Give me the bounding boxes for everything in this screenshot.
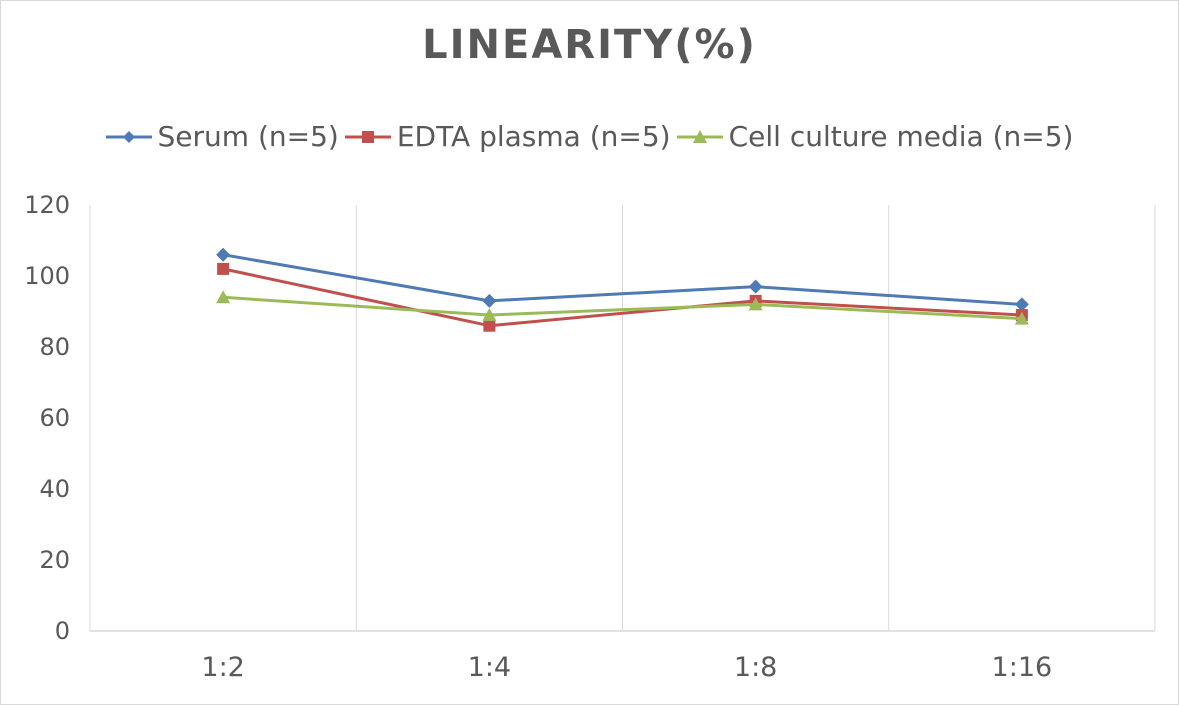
y-tick-label: 80 (39, 333, 70, 361)
data-point-cell-culture-media-n-5 (1014, 311, 1029, 325)
chart-legend: Serum (n=5) EDTA plasma (n=5) Cell cultu… (0, 120, 1179, 153)
y-tick-label: 60 (39, 404, 70, 432)
y-tick-label: 20 (39, 546, 70, 574)
legend-swatch-cell-culture-media (676, 127, 723, 147)
y-tick-label: 100 (24, 262, 70, 290)
data-point-serum-n-5 (1014, 297, 1029, 312)
legend-label-edta-plasma: EDTA plasma (n=5) (396, 120, 671, 153)
legend-label-serum: Serum (n=5) (157, 120, 339, 153)
data-point-cell-culture-media-n-5 (748, 297, 763, 311)
legend-label-cell-culture-media: Cell culture media (n=5) (728, 120, 1074, 153)
x-tick-label: 1:16 (992, 652, 1053, 683)
chart-title: LINEARITY(%) (422, 22, 757, 68)
legend-item-serum: Serum (n=5) (105, 120, 339, 153)
legend-swatch-edta-plasma (344, 127, 391, 147)
legend-swatch-serum (105, 127, 152, 147)
data-point-serum-n-5 (216, 247, 231, 262)
x-tick-label: 1:2 (201, 652, 244, 683)
data-point-serum-n-5 (482, 293, 497, 308)
series-line-cell-culture-media-n-5 (223, 295, 1022, 321)
y-tick-label: 120 (24, 191, 70, 219)
data-point-cell-culture-media-n-5 (216, 290, 231, 304)
y-tick-label: 0 (55, 617, 70, 645)
data-point-edta-plasma-n-5 (217, 262, 230, 275)
series-line-edta-plasma-n-5 (222, 267, 1022, 328)
legend-item-edta-plasma: EDTA plasma (n=5) (344, 120, 671, 153)
data-point-serum-n-5 (748, 279, 763, 294)
series-line-serum-n-5 (222, 253, 1022, 306)
legend-item-cell-culture-media: Cell culture media (n=5) (676, 120, 1074, 153)
x-tick-label: 1:8 (734, 652, 777, 683)
y-tick-label: 40 (39, 475, 70, 503)
data-point-edta-plasma-n-5 (483, 319, 496, 332)
x-tick-label: 1:4 (468, 652, 511, 683)
data-point-cell-culture-media-n-5 (482, 308, 497, 322)
